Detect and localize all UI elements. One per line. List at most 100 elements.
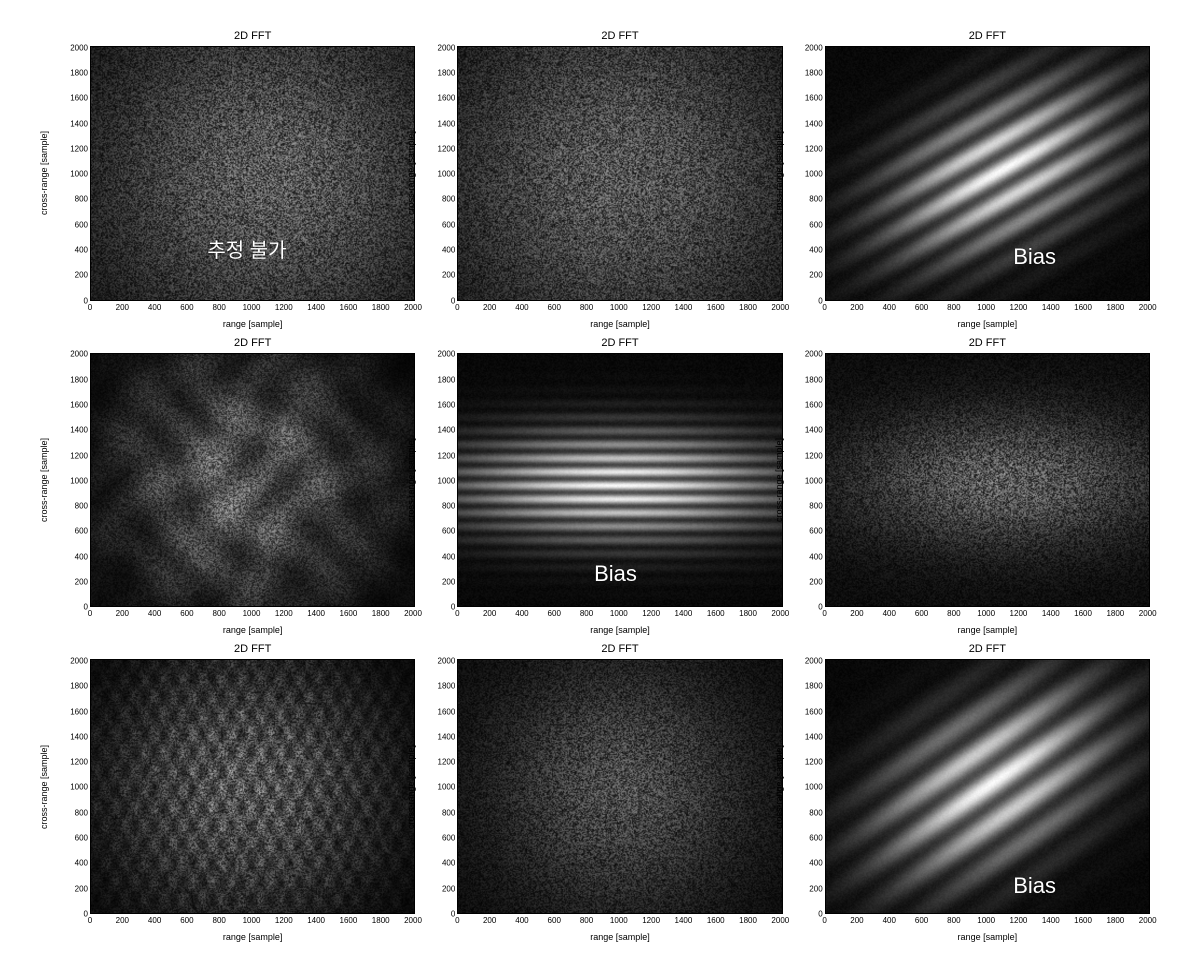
y-axis: cross-range [sample]02004006008001000120…: [785, 659, 825, 914]
y-tick: 600: [75, 834, 88, 843]
x-tick: 200: [483, 916, 496, 925]
x-tick: 600: [548, 916, 561, 925]
x-tick: 800: [213, 916, 226, 925]
panel-title: 2D FFT: [457, 30, 782, 46]
x-tick: 200: [116, 916, 129, 925]
y-tick: 600: [809, 220, 822, 229]
fft-plot: [825, 353, 1150, 608]
y-tick: 1000: [70, 170, 88, 179]
fft-panel-0: 2D FFTcross-range [sample]02004006008001…: [50, 30, 415, 331]
x-tick: 1800: [372, 609, 390, 618]
y-tick: 1200: [70, 144, 88, 153]
x-tick: 1800: [1106, 916, 1124, 925]
panel-title: 2D FFT: [457, 643, 782, 659]
x-tick: 1200: [275, 609, 293, 618]
fft-image: [458, 660, 781, 913]
y-tick: 1000: [438, 170, 456, 179]
x-axis-label: range [sample]: [958, 319, 1018, 329]
annotation-label: Bias: [594, 561, 637, 587]
y-tick: 1800: [805, 375, 823, 384]
y-tick: 400: [809, 859, 822, 868]
y-tick: 2000: [438, 656, 456, 665]
y-tick: 1600: [70, 94, 88, 103]
y-tick: 200: [442, 884, 455, 893]
x-tick: 800: [947, 916, 960, 925]
x-tick: 800: [947, 303, 960, 312]
annotation-label: Bias: [1013, 873, 1056, 899]
x-tick: 600: [180, 916, 193, 925]
x-tick: 600: [915, 609, 928, 618]
x-tick: 1600: [1074, 916, 1092, 925]
x-tick: 400: [515, 916, 528, 925]
x-tick: 1800: [1106, 609, 1124, 618]
y-tick: 800: [809, 195, 822, 204]
x-tick: 200: [116, 609, 129, 618]
x-tick: 1400: [675, 303, 693, 312]
y-tick: 2000: [805, 350, 823, 359]
y-tick: 800: [75, 808, 88, 817]
y-tick: 1200: [70, 451, 88, 460]
x-tick: 400: [883, 303, 896, 312]
x-tick: 0: [455, 609, 459, 618]
fft-image: [826, 47, 1149, 300]
y-axis: cross-range [sample]02004006008001000120…: [785, 46, 825, 301]
y-axis: cross-range [sample]02004006008001000120…: [417, 659, 457, 914]
x-tick: 1400: [307, 916, 325, 925]
y-tick: 400: [442, 859, 455, 868]
y-axis: cross-range [sample]02004006008001000120…: [785, 353, 825, 608]
y-tick: 2000: [70, 656, 88, 665]
y-tick: 400: [75, 246, 88, 255]
x-tick: 1400: [1042, 916, 1060, 925]
y-tick: 1200: [805, 144, 823, 153]
y-tick: 1400: [438, 119, 456, 128]
x-axis-label: range [sample]: [590, 319, 650, 329]
fft-image: [458, 47, 781, 300]
y-axis-label: cross-range [sample]: [774, 131, 784, 215]
panel-title: 2D FFT: [457, 337, 782, 353]
x-tick: 1600: [339, 916, 357, 925]
x-tick: 1800: [739, 609, 757, 618]
x-tick: 600: [548, 303, 561, 312]
y-tick: 200: [442, 271, 455, 280]
x-tick: 200: [483, 303, 496, 312]
x-tick: 1200: [275, 916, 293, 925]
x-tick: 200: [850, 916, 863, 925]
x-tick: 1600: [339, 303, 357, 312]
y-axis-label: cross-range [sample]: [39, 745, 49, 829]
y-tick: 1000: [805, 170, 823, 179]
y-tick: 400: [75, 859, 88, 868]
x-tick: 200: [483, 609, 496, 618]
x-tick: 800: [213, 609, 226, 618]
x-tick: 1000: [610, 609, 628, 618]
x-tick: 2000: [1139, 303, 1157, 312]
x-tick: 1600: [707, 916, 725, 925]
x-axis-label: range [sample]: [958, 932, 1018, 942]
x-tick: 800: [580, 303, 593, 312]
x-axis-label: range [sample]: [223, 625, 283, 635]
x-tick: 1800: [739, 916, 757, 925]
x-tick: 400: [148, 303, 161, 312]
y-axis-label: cross-range [sample]: [406, 131, 416, 215]
x-tick: 1000: [610, 303, 628, 312]
y-tick: 1400: [70, 732, 88, 741]
y-tick: 200: [442, 578, 455, 587]
x-tick: 0: [88, 609, 92, 618]
x-tick: 1600: [339, 609, 357, 618]
x-tick: 1400: [1042, 303, 1060, 312]
y-axis-label: cross-range [sample]: [406, 745, 416, 829]
y-tick: 1400: [70, 426, 88, 435]
x-tick: 1200: [1010, 916, 1028, 925]
y-tick: 1000: [70, 476, 88, 485]
y-tick: 1200: [438, 144, 456, 153]
x-axis: range [sample]02004006008001000120014001…: [457, 607, 782, 637]
x-tick: 1200: [642, 609, 660, 618]
x-tick: 600: [180, 303, 193, 312]
y-tick: 400: [75, 552, 88, 561]
fft-plot: Bias: [457, 353, 782, 608]
y-tick: 1800: [438, 68, 456, 77]
y-tick: 800: [75, 195, 88, 204]
y-tick: 200: [75, 578, 88, 587]
y-tick: 1600: [438, 400, 456, 409]
x-tick: 0: [822, 609, 826, 618]
fft-plot: [457, 46, 782, 301]
